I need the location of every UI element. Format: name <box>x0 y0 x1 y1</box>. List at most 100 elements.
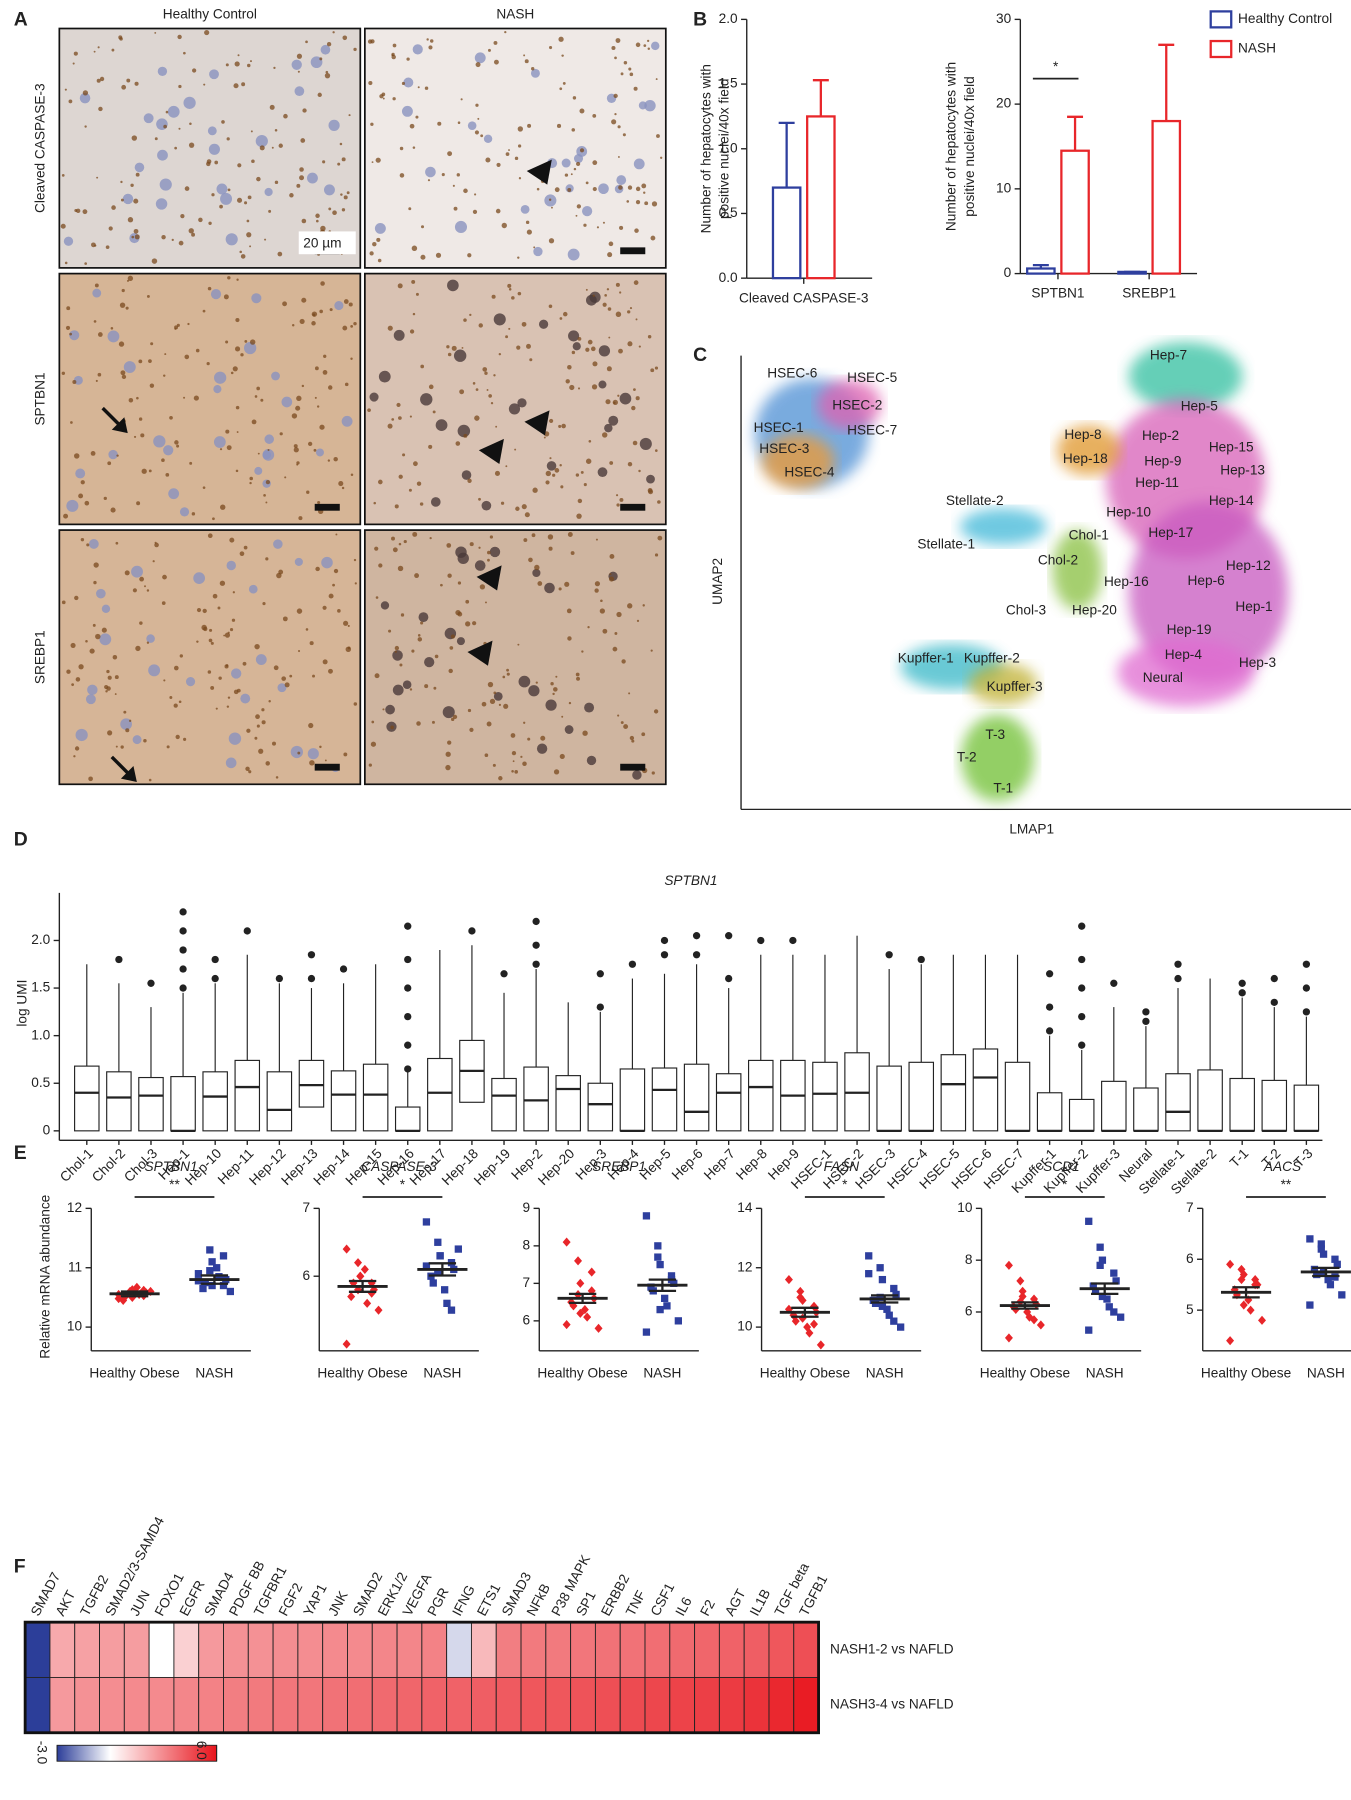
stain <box>338 481 344 487</box>
stain <box>317 92 322 98</box>
heat-cell <box>297 1676 324 1734</box>
stain <box>415 115 419 119</box>
stain <box>66 306 71 311</box>
stain <box>488 394 492 398</box>
x-tick-label: Hep-8 <box>733 1146 770 1183</box>
stain <box>486 721 492 727</box>
box <box>1004 1061 1031 1132</box>
stain <box>392 43 397 48</box>
cluster-label: Kupffer-1 <box>898 651 954 666</box>
stain <box>469 727 474 732</box>
stain <box>511 751 517 756</box>
stain <box>553 687 558 692</box>
stain <box>126 279 130 282</box>
stain <box>163 374 166 377</box>
column-label: SP1 <box>573 1589 598 1619</box>
data-point <box>347 1292 356 1302</box>
stain <box>333 456 338 462</box>
nucleus <box>262 449 275 461</box>
cell-cloud <box>1052 530 1103 610</box>
stain <box>370 122 374 126</box>
stain <box>618 185 623 190</box>
stain <box>353 702 358 706</box>
stain <box>350 324 354 328</box>
stain <box>154 542 159 548</box>
stain <box>73 51 78 56</box>
stain <box>261 720 266 725</box>
stain <box>208 221 212 225</box>
stain <box>474 193 477 196</box>
stain <box>465 599 470 604</box>
data-point <box>896 1323 905 1331</box>
stain <box>195 348 200 353</box>
stain <box>511 296 515 300</box>
bar <box>1026 267 1056 275</box>
stain <box>247 195 252 200</box>
stain <box>148 778 152 782</box>
stain <box>295 405 301 411</box>
data-point <box>878 1302 887 1310</box>
stain <box>73 755 76 758</box>
stain <box>428 45 433 50</box>
stain <box>274 180 279 185</box>
outlier <box>596 970 604 978</box>
data-point <box>1306 1301 1314 1309</box>
heat-cell <box>99 1621 125 1678</box>
heat-cell <box>768 1621 795 1678</box>
stain <box>296 461 300 465</box>
axis-label: UMAP2 <box>710 558 725 605</box>
stain <box>377 479 383 485</box>
scale-bar <box>620 503 646 511</box>
stain <box>657 535 663 541</box>
stain <box>576 676 581 681</box>
stain <box>121 374 127 380</box>
stain <box>88 776 93 782</box>
stain <box>148 469 152 473</box>
stain <box>332 31 335 34</box>
nucleus <box>228 732 242 745</box>
stain <box>246 219 250 223</box>
stain <box>254 736 258 740</box>
nucleus <box>412 44 423 55</box>
stain <box>254 395 258 398</box>
stain <box>381 92 386 97</box>
stain <box>411 245 418 252</box>
stain <box>151 258 158 264</box>
stain <box>279 432 283 436</box>
stain <box>615 38 621 43</box>
data-point <box>1016 1276 1025 1286</box>
outlier <box>1270 974 1278 983</box>
y-tick-label: 6 <box>1186 1251 1194 1266</box>
heat-cell <box>470 1676 497 1734</box>
stain <box>324 72 331 79</box>
stain <box>409 123 415 129</box>
stain <box>141 468 147 474</box>
stain <box>581 650 584 653</box>
heat-cell <box>446 1621 472 1678</box>
stain <box>97 332 103 337</box>
cluster-label: HSEC-5 <box>847 370 897 385</box>
stain <box>660 156 663 159</box>
stain <box>214 160 219 165</box>
stain <box>241 82 246 87</box>
stain <box>569 384 575 391</box>
stain <box>566 608 572 614</box>
outlier <box>468 927 476 935</box>
stain <box>299 167 304 172</box>
stain <box>258 748 264 754</box>
stain <box>424 684 429 689</box>
heat-cell <box>74 1621 100 1678</box>
stain <box>613 401 616 405</box>
box <box>106 1071 132 1132</box>
outlier <box>1142 1017 1150 1026</box>
data-point <box>206 1246 214 1254</box>
stain <box>641 183 647 189</box>
stain <box>97 46 100 49</box>
nucleus <box>457 552 469 565</box>
stain <box>161 601 166 605</box>
data-point <box>878 1275 887 1284</box>
stain <box>133 198 139 204</box>
nucleus <box>120 718 132 731</box>
stain <box>457 581 462 585</box>
stain <box>510 733 516 738</box>
